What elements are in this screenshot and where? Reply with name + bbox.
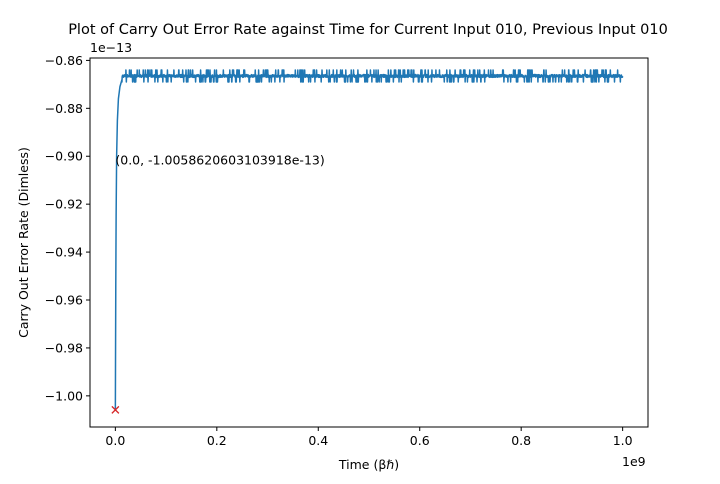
y-tick-label: −0.90 — [45, 149, 83, 164]
x-tick-label: 1.0 — [613, 433, 633, 448]
x-tick-label: 0.2 — [207, 433, 227, 448]
x-axis: 0.0 0.2 0.4 0.6 0.8 1.0 — [105, 427, 633, 448]
y-tick-label: −0.86 — [45, 53, 83, 68]
x-tick-label: 0.6 — [410, 433, 430, 448]
min-point-marker — [111, 405, 120, 414]
y-tick-label: −1.00 — [45, 388, 83, 403]
x-axis-label: Time (βℏ) — [338, 457, 399, 472]
plot-frame — [89, 57, 649, 428]
y-axis-label: Carry Out Error Rate (Dimless) — [16, 147, 31, 338]
series-line — [114, 69, 624, 410]
y-tick-label: −0.96 — [45, 293, 83, 308]
y-tick-label: −0.88 — [45, 101, 83, 116]
y-axis: −1.00 −0.98 −0.96 −0.94 −0.92 −0.90 −0.88 −0.86 — [45, 53, 90, 403]
y-tick-label: −0.98 — [45, 340, 83, 355]
marker-annotation: (0.0, -1.0058620603103918e-13) — [115, 153, 324, 168]
x-offset-label: 1e9 — [622, 454, 646, 469]
plot-area — [89, 57, 649, 428]
y-offset-label: 1e−13 — [90, 40, 132, 55]
x-tick-label: 0.0 — [105, 433, 125, 448]
y-tick-label: −0.94 — [45, 245, 83, 260]
x-tick-label: 0.4 — [308, 433, 328, 448]
x-tick-label: 0.8 — [511, 433, 531, 448]
y-tick-label: −0.92 — [45, 197, 83, 212]
data-series-layer — [114, 69, 624, 410]
chart-title: Plot of Carry Out Error Rate against Tim… — [68, 22, 668, 38]
